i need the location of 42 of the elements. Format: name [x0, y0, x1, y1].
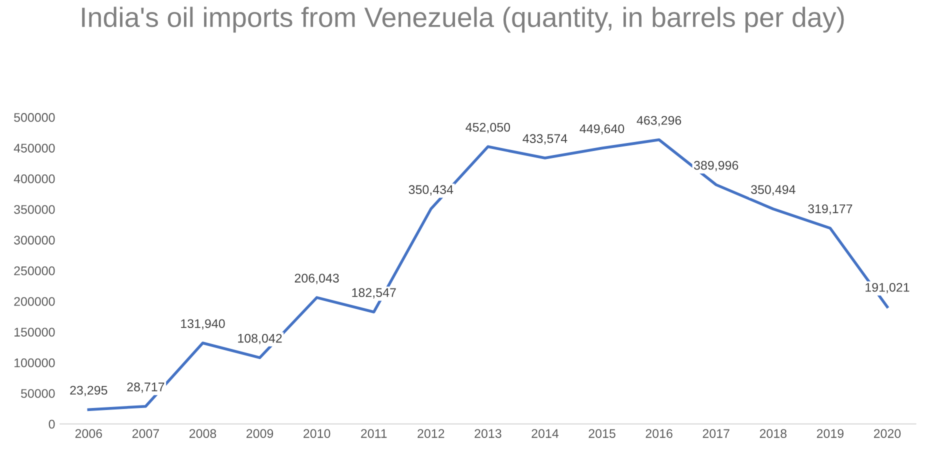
y-tick-label: 300000: [14, 236, 55, 245]
x-tick-label: 2015: [588, 429, 616, 438]
data-label: 182,547: [352, 288, 396, 298]
x-tick-label: 2017: [702, 429, 730, 438]
x-tick-label: 2007: [132, 429, 159, 438]
y-tick-label: 250000: [14, 266, 55, 276]
y-tick-label: 400000: [14, 174, 55, 184]
y-tick-label: 100000: [14, 358, 55, 368]
data-label: 23,295: [70, 386, 108, 396]
data-label: 319,177: [808, 204, 852, 215]
data-label: 350,434: [408, 185, 454, 196]
data-label: 206,043: [294, 274, 339, 284]
data-label: 191,021: [866, 282, 910, 294]
data-label: 452,050: [466, 122, 510, 134]
data-label: 131,940: [181, 319, 225, 330]
y-tick-label: 0: [48, 420, 55, 429]
data-label: 449,640: [580, 124, 624, 135]
x-tick-label: 2008: [189, 429, 216, 438]
x-tick-label: 2009: [246, 429, 274, 438]
data-label: 350,494: [751, 185, 796, 196]
x-tick-label: 2020: [874, 429, 901, 438]
x-tick-label: 2011: [361, 429, 387, 438]
data-label: 433,574: [522, 134, 568, 145]
y-tick-label: 150000: [14, 328, 55, 337]
y-tick-label: 350000: [14, 205, 55, 214]
x-tick-label: 2018: [760, 429, 787, 438]
x-tick-label: 2019: [816, 429, 844, 438]
data-label: 389,996: [694, 160, 738, 172]
x-tick-label: 2016: [646, 429, 672, 438]
y-tick-label: 200000: [14, 297, 55, 306]
y-tick-label: 450000: [14, 144, 55, 153]
y-tick-label: 50000: [21, 389, 55, 398]
y-tick-label: 500000: [14, 113, 55, 122]
data-label: 463,296: [636, 116, 682, 126]
x-tick-label: 2010: [304, 429, 330, 438]
x-tick-label: 2014: [532, 429, 559, 438]
data-label: 28,717: [127, 382, 164, 393]
chart-title: India's oil imports from Venezuela (quantity, in barrels per day): [82, 6, 844, 33]
x-tick-label: 2006: [75, 429, 102, 438]
data-label: 108,042: [238, 334, 282, 344]
x-tick-label: 2013: [474, 429, 502, 438]
x-tick-label: 2012: [418, 429, 444, 438]
